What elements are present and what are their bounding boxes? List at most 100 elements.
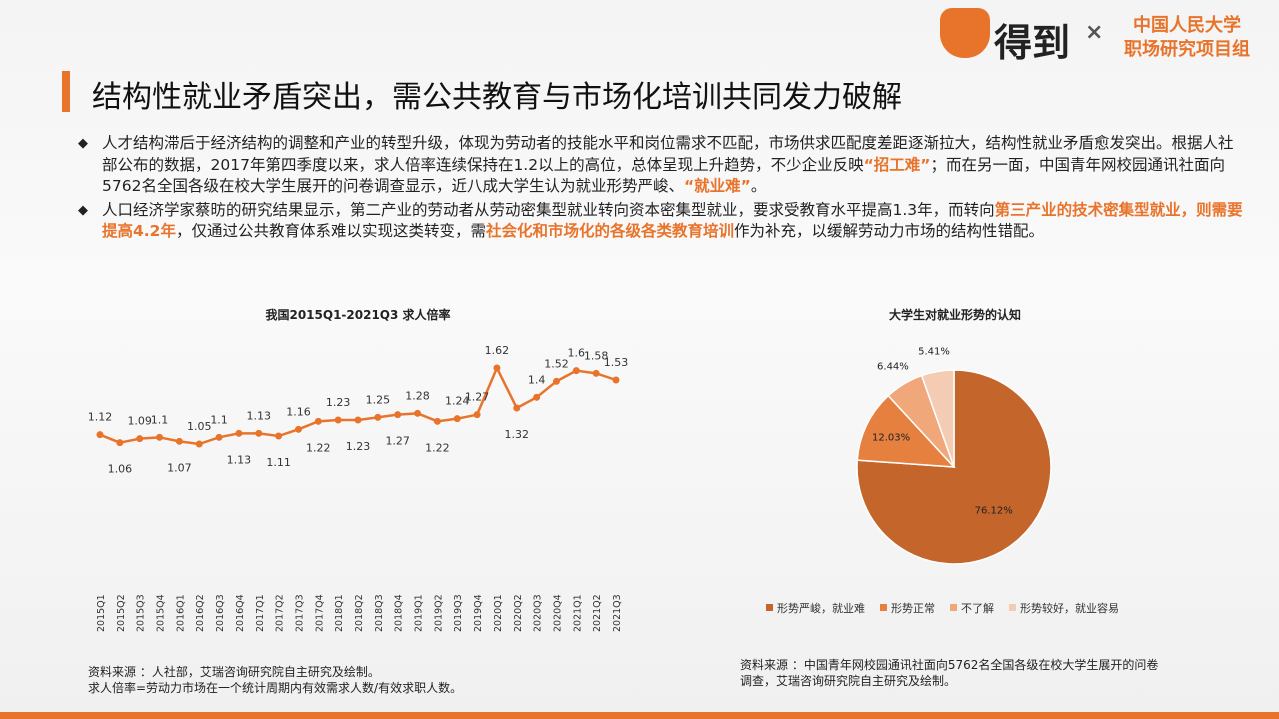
data-label: 1.22 bbox=[425, 441, 450, 454]
data-label: 1.6 bbox=[568, 347, 586, 360]
source-line: 求人倍率=劳动力市场在一个统计周期内有效需求人数/有效求职人数。 bbox=[88, 681, 463, 695]
data-label: 12.03% bbox=[872, 433, 910, 444]
times: × bbox=[1085, 20, 1104, 45]
point bbox=[275, 432, 283, 440]
x-tick-label: 2017Q3 bbox=[294, 594, 305, 632]
partner-line: 中国人民大学 bbox=[1133, 15, 1241, 36]
x-tick-label: 2016Q2 bbox=[195, 594, 206, 632]
data-label: 1.53 bbox=[604, 356, 629, 369]
point bbox=[235, 429, 243, 437]
data-label: 1.23 bbox=[326, 396, 351, 409]
data-label: 1.52 bbox=[544, 357, 569, 370]
data-label: 1.1 bbox=[151, 413, 169, 426]
x-tick-label: 2019Q1 bbox=[414, 594, 425, 632]
x-tick-label: 2021Q2 bbox=[592, 594, 603, 632]
text-run: 人才结构滞后于经济结构的调整和产业的转型升级，体现为劳动者的技能水平和岗位需求不… bbox=[102, 134, 1234, 174]
point bbox=[136, 435, 144, 443]
data-label: 1.09 bbox=[127, 415, 152, 428]
legend-swatch bbox=[880, 604, 887, 611]
x-tick-label: 2016Q1 bbox=[175, 594, 186, 632]
data-label: 1.07 bbox=[167, 461, 192, 474]
data-label: 1.32 bbox=[505, 428, 530, 441]
highlight: 第三产业的技术密集型就业，则需要提高4.2年 bbox=[102, 200, 1243, 241]
data-label: 1.58 bbox=[584, 349, 609, 362]
x-tick-label: 2020Q2 bbox=[513, 594, 524, 632]
x-tick-label: 2015Q3 bbox=[136, 594, 147, 632]
legend-swatch bbox=[950, 604, 957, 611]
x-tick-label: 2016Q3 bbox=[215, 594, 226, 632]
point bbox=[156, 433, 164, 441]
data-label: 6.44% bbox=[877, 362, 909, 373]
point bbox=[354, 416, 362, 424]
data-label: 1.06 bbox=[108, 463, 133, 476]
x-tick-label: 2015Q4 bbox=[156, 594, 167, 632]
data-label: 1.4 bbox=[528, 373, 546, 386]
x-tick-label: 2020Q3 bbox=[533, 594, 544, 632]
point bbox=[195, 440, 203, 448]
slide-title: 结构性就业矛盾突出，需公共教育与市场化培训共同发力破解 bbox=[92, 80, 902, 115]
data-label: 1.16 bbox=[286, 405, 311, 418]
highlight: “就业难” bbox=[683, 177, 751, 195]
x-tick-label: 2018Q3 bbox=[374, 594, 385, 632]
legend-swatch bbox=[766, 604, 773, 611]
x-tick-label: 2017Q1 bbox=[255, 594, 266, 632]
data-label: 1.62 bbox=[485, 344, 510, 357]
data-label: 1.22 bbox=[306, 441, 331, 454]
text-run: 作为补充，以缓解劳动力市场的结构性错配。 bbox=[734, 222, 1045, 240]
point bbox=[334, 416, 342, 424]
point bbox=[552, 377, 560, 385]
point bbox=[255, 429, 263, 437]
data-label: 76.12% bbox=[975, 506, 1013, 517]
x-tick-label: 2016Q4 bbox=[235, 594, 246, 632]
footer-bar bbox=[0, 712, 1279, 719]
highlight: “招工难” bbox=[863, 155, 931, 174]
legend-label: 形势正常 bbox=[891, 602, 935, 615]
point bbox=[493, 364, 501, 372]
point bbox=[592, 369, 600, 377]
source-right: 资料来源 ：中国青年网校园通讯社面向5762名全国各级在校大学生展开的问卷调查，… bbox=[740, 658, 1159, 688]
x-tick-label: 2020Q1 bbox=[493, 594, 504, 632]
x-tick-label: 2017Q4 bbox=[314, 594, 325, 632]
point bbox=[453, 415, 461, 423]
point bbox=[433, 417, 441, 425]
chart-title: 大学生对就业形势的认知 bbox=[889, 307, 1021, 322]
x-tick-label: 2019Q3 bbox=[453, 594, 464, 632]
point bbox=[513, 404, 521, 412]
x-tick-label: 2020Q4 bbox=[552, 594, 563, 632]
point bbox=[533, 393, 541, 401]
slice bbox=[856, 394, 956, 468]
point bbox=[215, 433, 223, 441]
legend-swatch bbox=[1009, 604, 1016, 611]
legend-label: 不了解 bbox=[961, 601, 994, 615]
x-tick-label: 2018Q1 bbox=[334, 594, 345, 632]
point bbox=[175, 437, 183, 445]
point bbox=[414, 409, 422, 417]
text-run: 人口经济学家蔡昉的研究结果显示，第二产业的劳动者从劳动密集型就业转向资本密集型就… bbox=[102, 200, 995, 219]
source-left: 资料来源 ：人社部，艾瑞咨询研究院自主研究及绘制。 求人倍率=劳动力市场在一个统计… bbox=[88, 664, 462, 696]
x-tick-label: 2021Q3 bbox=[612, 594, 623, 632]
text-run: ，仅通过公共教育体系难以实现这类转变，需 bbox=[175, 222, 486, 240]
data-label: 1.28 bbox=[405, 389, 430, 402]
x-tick-label: 2018Q2 bbox=[354, 594, 365, 632]
x-tick-label: 2019Q2 bbox=[433, 594, 444, 632]
x-tick-label: 2015Q1 bbox=[96, 594, 107, 632]
data-label: 1.13 bbox=[247, 409, 272, 422]
partner: 中国人民大学 职场研究项目组 bbox=[1124, 14, 1250, 62]
data-label: 1.24 bbox=[445, 395, 470, 408]
point bbox=[116, 439, 124, 447]
bullet: 人口经济学家蔡昉的研究结果显示，第二产业的劳动者从劳动密集型就业转向资本密集型就… bbox=[78, 200, 1243, 243]
point bbox=[96, 431, 104, 439]
point bbox=[572, 367, 580, 375]
x-tick-label: 2018Q4 bbox=[394, 594, 405, 632]
data-label: 1.11 bbox=[266, 456, 291, 469]
logo-text: 得到 bbox=[994, 21, 1071, 65]
legend-label: 形势较好，就业容易 bbox=[1020, 601, 1119, 615]
data-label: 5.41% bbox=[918, 346, 950, 357]
data-label: 1.25 bbox=[366, 393, 391, 406]
legend-label: 形势严峻，就业难 bbox=[777, 601, 865, 615]
data-label: 1.23 bbox=[346, 440, 371, 453]
x-tick-label: 2015Q2 bbox=[116, 594, 127, 632]
point bbox=[473, 411, 481, 419]
